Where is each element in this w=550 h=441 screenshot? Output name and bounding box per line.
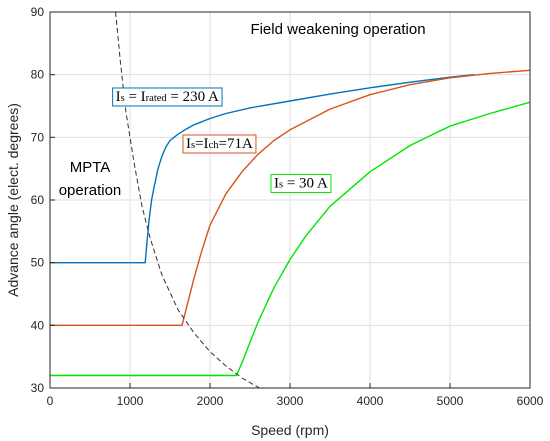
series-line-1 — [50, 69, 531, 326]
x-tick-label: 5000 — [437, 394, 464, 408]
annotation-0: Field weakening operation — [250, 21, 425, 38]
annotation-1: MPTA — [70, 159, 111, 176]
y-tick-label: 80 — [31, 68, 45, 82]
y-tick-label: 70 — [31, 130, 45, 144]
x-tick-label: 4000 — [357, 394, 384, 408]
y-axis-title: Advance angle (elect. degrees) — [5, 103, 21, 297]
axis-ticks: 0 1000 2000 3000 4000 5000 6000 30 40 50 60 70 80 90 — [31, 5, 544, 408]
series-labels: Is = Irated = 230 A Is=Ich=71A Is = 30 A — [112, 87, 332, 193]
annotations: Field weakening operation MPTA operation — [59, 21, 426, 199]
x-tick-label: 6000 — [517, 394, 544, 408]
series-label-0: Is = Irated = 230 A — [116, 89, 219, 105]
annotation-2: operation — [59, 182, 122, 199]
y-tick-label: 60 — [31, 193, 45, 207]
x-tick-label: 0 — [47, 394, 54, 408]
series-label-box-2 — [270, 173, 332, 193]
x-tick-label: 3000 — [277, 394, 304, 408]
x-axis-title: Speed (rpm) — [251, 422, 329, 438]
grid — [50, 12, 530, 388]
series-line-3 — [115, 11, 260, 389]
series-line-2 — [50, 101, 531, 377]
y-tick-label: 40 — [31, 318, 45, 332]
series-lines — [50, 11, 531, 389]
y-tick-label: 90 — [31, 5, 45, 19]
series-label-box-1 — [182, 134, 257, 154]
y-tick-label: 30 — [31, 381, 45, 395]
y-tick-label: 50 — [31, 256, 45, 270]
x-tick-label: 2000 — [197, 394, 224, 408]
x-tick-label: 1000 — [117, 394, 144, 408]
series-label-box-0 — [112, 87, 223, 107]
series-label-1: Is=Ich=71A — [186, 136, 253, 152]
series-line-0 — [50, 74, 475, 264]
series-label-2: Is = 30 A — [274, 175, 328, 191]
